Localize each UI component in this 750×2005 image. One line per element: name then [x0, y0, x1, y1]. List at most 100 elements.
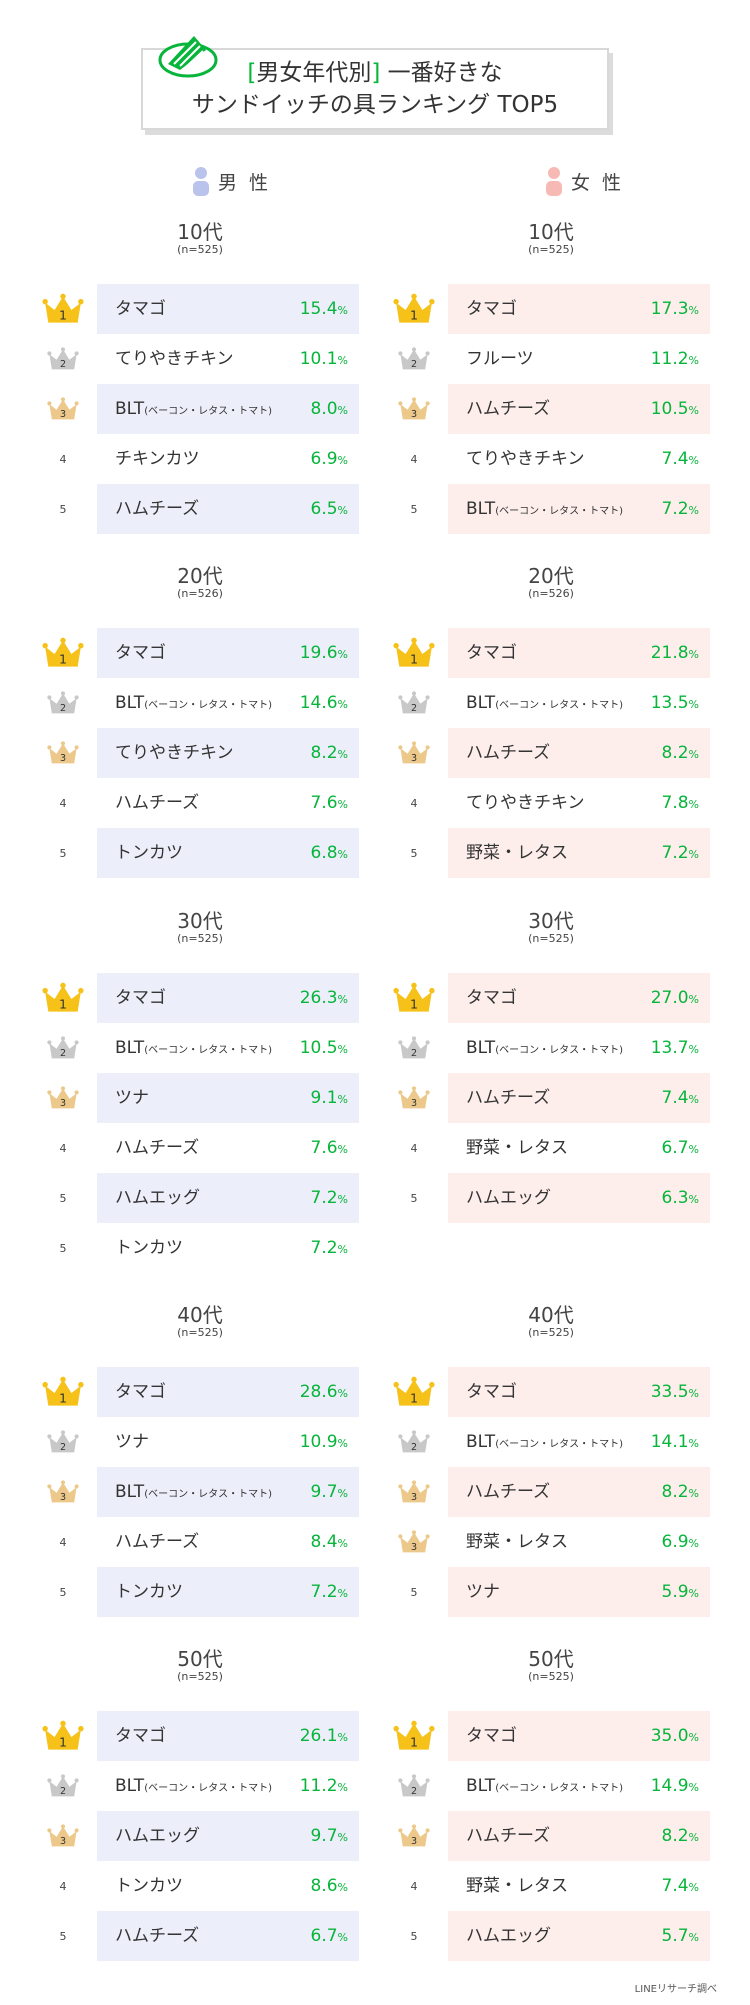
- bronze-crown-icon: 3: [47, 1480, 79, 1503]
- rank-cell: 5: [391, 1173, 437, 1223]
- percentage-unit: %: [688, 1587, 699, 1600]
- percentage-value: 7.2: [310, 1582, 338, 1602]
- percentage: 7.6%: [311, 778, 349, 828]
- table-row: 4 てりやきチキン 7.8%: [391, 778, 721, 828]
- rank-cell: 4: [40, 778, 86, 828]
- percentage: 7.4%: [662, 1861, 700, 1911]
- percentage: 14.1%: [651, 1417, 699, 1467]
- silver-crown-icon: 2: [47, 1430, 79, 1453]
- bronze-crown-icon: 3: [398, 1480, 430, 1503]
- item-name: ハムチーズ: [115, 499, 200, 519]
- table-row: 5 野菜・レタス 7.2%: [391, 828, 721, 878]
- svg-text:2: 2: [60, 703, 66, 714]
- percentage-value: 8.0: [310, 399, 338, 419]
- percentage-unit: %: [337, 1093, 348, 1106]
- percentage: 28.6%: [300, 1367, 348, 1417]
- svg-text:3: 3: [411, 1098, 417, 1109]
- percentage-unit: %: [688, 798, 699, 811]
- table-row: 4 トンカツ 8.6%: [40, 1861, 370, 1911]
- sample-size: (n=525): [177, 243, 223, 256]
- item-name: 野菜・レタス: [466, 843, 568, 863]
- gold-crown-icon: 1: [42, 1720, 84, 1750]
- percentage-unit: %: [337, 504, 348, 517]
- item-name: ハムチーズ: [115, 1138, 200, 1158]
- percentage: 10.1%: [300, 334, 348, 384]
- gold-crown-icon: 1: [393, 293, 435, 323]
- gender-header: 男 性: [192, 165, 271, 197]
- item-name: フルーツ: [466, 349, 534, 369]
- sample-size: (n=525): [528, 1326, 574, 1339]
- svg-text:1: 1: [59, 308, 67, 323]
- percentage: 7.2%: [662, 828, 700, 878]
- percentage: 8.4%: [311, 1517, 349, 1567]
- percentage-value: 21.8: [650, 643, 689, 663]
- table-row: 3 ハムチーズ 8.2%: [391, 1467, 721, 1517]
- item-subtext: (ベーコン・レタス・トマト): [144, 1783, 272, 1794]
- item-label: BLT(ベーコン・レタス・トマト): [466, 1023, 623, 1073]
- item-name: てりやきチキン: [466, 449, 585, 469]
- percentage-value: 35.0: [650, 1726, 689, 1746]
- row-background: [448, 1367, 710, 1417]
- rank-cell: 3: [40, 728, 86, 778]
- svg-text:3: 3: [411, 1492, 417, 1503]
- percentage-value: 8.2: [661, 1826, 689, 1846]
- percentage: 8.6%: [311, 1861, 349, 1911]
- sample-size: (n=525): [177, 932, 223, 945]
- item-name: 野菜・レタス: [466, 1138, 568, 1158]
- percentage-value: 7.4: [661, 449, 689, 469]
- group-title: 50代 (n=525): [381, 1647, 721, 1683]
- rank-cell: 3: [40, 1467, 86, 1517]
- rank-cell: 5: [40, 1911, 86, 1961]
- percentage-value: 14.9: [650, 1776, 689, 1796]
- percentage-unit: %: [337, 1731, 348, 1744]
- item-name: タマゴ: [466, 1726, 517, 1746]
- percentage-value: 26.1: [299, 1726, 338, 1746]
- svg-text:1: 1: [59, 997, 67, 1012]
- svg-text:3: 3: [60, 753, 66, 764]
- table-row: 4 ハムチーズ 7.6%: [40, 778, 370, 828]
- rank-cell: 3: [391, 384, 437, 434]
- rank-number: 4: [59, 1535, 67, 1549]
- item-name: トンカツ: [115, 1876, 183, 1896]
- percentage-unit: %: [337, 698, 348, 711]
- percentage-value: 6.9: [661, 1532, 689, 1552]
- rank-cell: 1: [40, 973, 86, 1023]
- item-name: ハムエッグ: [466, 1926, 551, 1946]
- item-label: トンカツ: [115, 1861, 183, 1911]
- item-label: ハムエッグ: [115, 1811, 200, 1861]
- bronze-crown-icon: 3: [398, 1824, 430, 1847]
- item-subtext: (ベーコン・レタス・トマト): [495, 700, 623, 711]
- table-row: 3 野菜・レタス 6.9%: [391, 1517, 721, 1567]
- group-title: 20代 (n=526): [30, 564, 370, 600]
- percentage-unit: %: [337, 1387, 348, 1400]
- item-name: てりやきチキン: [115, 349, 234, 369]
- item-name: 野菜・レタス: [466, 1876, 568, 1896]
- age-label: 50代: [177, 1647, 223, 1671]
- percentage: 21.8%: [651, 628, 699, 678]
- percentage-value: 9.1: [310, 1088, 338, 1108]
- percentage-value: 6.5: [310, 499, 338, 519]
- item-name: タマゴ: [115, 988, 166, 1008]
- item-name: タマゴ: [466, 299, 517, 319]
- sample-size: (n=525): [177, 1326, 223, 1339]
- age-label: 10代: [177, 220, 223, 244]
- percentage-unit: %: [337, 1193, 348, 1206]
- item-name: ハムエッグ: [466, 1188, 551, 1208]
- percentage-value: 8.4: [310, 1532, 338, 1552]
- percentage-unit: %: [688, 504, 699, 517]
- svg-text:3: 3: [411, 753, 417, 764]
- percentage: 7.2%: [311, 1567, 349, 1617]
- percentage-value: 11.2: [299, 1776, 338, 1796]
- gender-label: 女 性: [571, 171, 625, 194]
- bronze-crown-icon: 3: [47, 741, 79, 764]
- item-label: タマゴ: [466, 284, 517, 334]
- rank-number: 5: [59, 1585, 67, 1599]
- percentage: 6.7%: [662, 1123, 700, 1173]
- rank-cell: 3: [40, 384, 86, 434]
- percentage-value: 15.4: [299, 299, 338, 319]
- item-label: BLT(ベーコン・レタス・トマト): [466, 1761, 623, 1811]
- percentage-unit: %: [337, 404, 348, 417]
- item-name: ハムチーズ: [115, 1532, 200, 1552]
- svg-text:1: 1: [410, 997, 418, 1012]
- sample-size: (n=525): [528, 932, 574, 945]
